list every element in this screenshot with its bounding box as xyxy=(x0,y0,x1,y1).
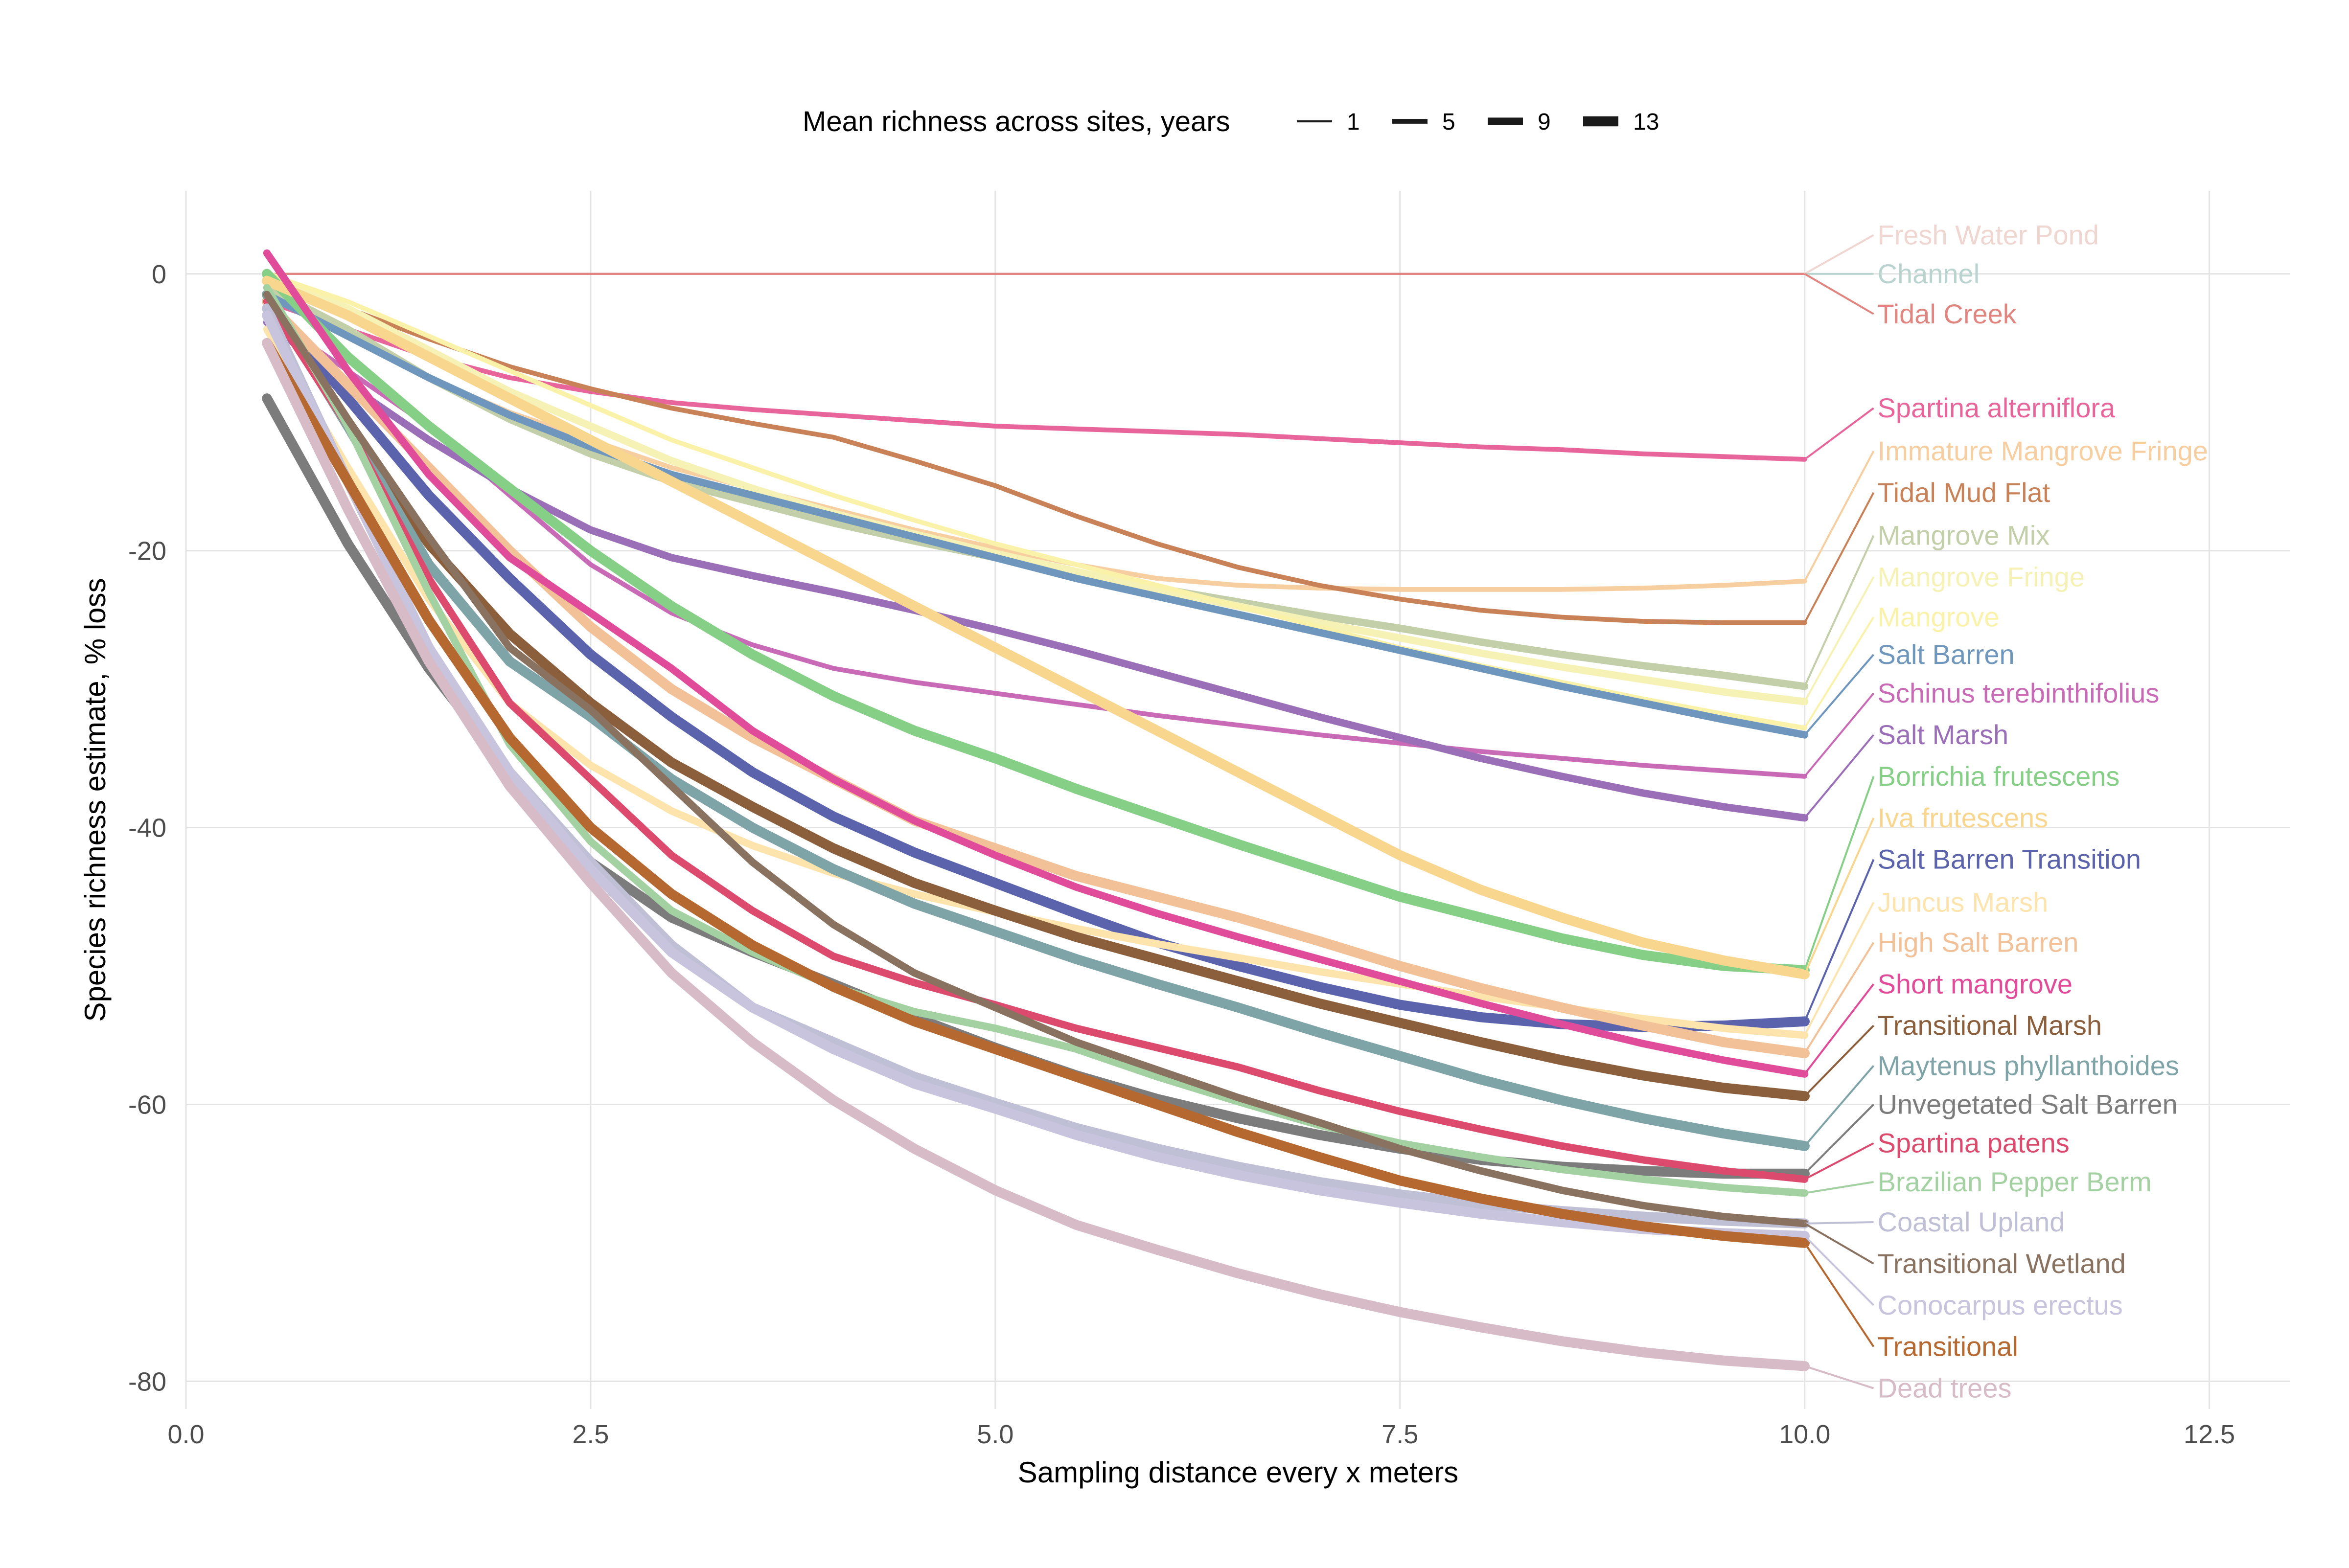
series-line-12 xyxy=(262,269,1810,976)
series-label-connector xyxy=(1804,692,1875,777)
y-tick-label: -20 xyxy=(128,537,166,566)
x-tick-label: 5.0 xyxy=(977,1420,1013,1449)
series-line-22 xyxy=(263,284,1809,1197)
series-label-connector xyxy=(1804,1104,1874,1175)
series-label-connector xyxy=(1803,576,1875,703)
x-tick-label: 10.0 xyxy=(1779,1420,1830,1449)
series-line-26 xyxy=(262,338,1810,1248)
series-label: Salt Marsh xyxy=(1878,719,2009,750)
series-label: Conocarpus erectus xyxy=(1878,1290,2123,1320)
series-line-9 xyxy=(263,291,1809,739)
series-label-connector xyxy=(1804,1024,1874,1097)
axes: 0.0 2.5 5.0 7.5 10.0 12.5 0 -20 -40 -60 -80 xyxy=(128,260,2235,1449)
series-label-connector xyxy=(1804,1223,1874,1265)
series-label: Brazilian Pepper Berm xyxy=(1878,1166,2152,1197)
series-label-connector xyxy=(1804,1365,1874,1389)
series-label: Tidal Creek xyxy=(1878,298,2017,329)
series-label-connector xyxy=(1803,535,1875,687)
series-label: Spartina alterniflora xyxy=(1878,392,2116,423)
series-line-13 xyxy=(262,275,1810,979)
series-line-18 xyxy=(262,289,1810,1101)
series-label-connector xyxy=(1804,407,1874,460)
series-label: Salt Barren xyxy=(1878,639,2015,670)
series-label-connector xyxy=(1804,1142,1874,1181)
series-label: High Salt Barren xyxy=(1878,927,2079,957)
series-label: Mangrove Mix xyxy=(1878,520,2050,551)
y-tick-label: -60 xyxy=(128,1091,166,1120)
series-lines xyxy=(262,249,1810,1371)
series-label-connector xyxy=(1804,1235,1874,1306)
x-axis-title: Sampling distance every x meters xyxy=(1018,1456,1458,1489)
y-tick-label: -40 xyxy=(128,814,166,843)
series-labels: Fresh Water Pond Channel Tidal Creek Sparti… xyxy=(1803,220,2208,1404)
series-label: Unvegetated Salt Barren xyxy=(1878,1089,2178,1120)
series-line-27 xyxy=(262,338,1810,1371)
series-label-connector xyxy=(1803,776,1875,971)
series-label-connector xyxy=(1804,1181,1874,1194)
legend-key-label: 1 xyxy=(1347,109,1360,135)
series-label: Mangrove xyxy=(1878,602,2000,633)
series-label-connector xyxy=(1804,1221,1874,1225)
series-label: Transitional xyxy=(1878,1331,2018,1362)
series-label-connector xyxy=(1803,451,1875,582)
legend-key-label: 9 xyxy=(1538,109,1551,135)
series-line-7 xyxy=(263,270,1809,705)
series-label-connector xyxy=(1803,817,1875,975)
y-tick-label: 0 xyxy=(152,260,166,289)
x-tick-label: 7.5 xyxy=(1382,1420,1418,1449)
series-label: Juncus Marsh xyxy=(1878,886,2049,917)
series-label: Transitional Marsh xyxy=(1878,1010,2102,1041)
series-line-5 xyxy=(264,278,1807,625)
series-label: Iva frutescens xyxy=(1878,802,2049,833)
x-tick-label: 0.0 xyxy=(167,1420,204,1449)
series-label: Channel xyxy=(1878,258,1980,289)
series-label-connector xyxy=(1804,1065,1875,1147)
series-label-connector xyxy=(1803,616,1875,728)
series-label-connector xyxy=(1803,902,1875,1036)
series-label-connector xyxy=(1804,234,1874,275)
series-label: Mangrove Fringe xyxy=(1878,561,2085,592)
series-label: Maytenus phyllanthoides xyxy=(1878,1050,2179,1081)
series-line-25 xyxy=(262,310,1810,1241)
series-label: Dead trees xyxy=(1878,1373,2012,1404)
series-label-connector xyxy=(1804,273,1874,315)
series-label-connector xyxy=(1804,983,1875,1075)
series-label: Spartina patens xyxy=(1878,1128,2070,1159)
series-line-17 xyxy=(263,249,1809,1078)
series-label-connector xyxy=(1803,942,1875,1054)
series-line-3 xyxy=(264,299,1807,462)
series-line-10 xyxy=(264,313,1807,779)
series-label: Coastal Upland xyxy=(1878,1206,2065,1237)
series-label: Tidal Mud Flat xyxy=(1878,477,2050,508)
series-label-connector xyxy=(1804,654,1875,736)
series-label: Fresh Water Pond xyxy=(1878,220,2099,250)
y-tick-label: -80 xyxy=(128,1367,166,1396)
series-label: Transitional Wetland xyxy=(1878,1248,2126,1279)
legend: Mean richness across sites, years 1 5 9 13 xyxy=(803,106,1659,137)
legend-key-label: 5 xyxy=(1442,109,1455,135)
series-line-24 xyxy=(263,291,1809,1227)
legend-key-label: 13 xyxy=(1633,109,1659,135)
legend-title: Mean richness across sites, years xyxy=(803,106,1230,137)
series-label: Immature Mangrove Fringe xyxy=(1878,435,2208,466)
series-line-21 xyxy=(263,297,1809,1183)
series-label: Salt Barren Transition xyxy=(1878,844,2141,875)
series-label-connector xyxy=(1804,1242,1875,1347)
series-line-8 xyxy=(264,271,1807,730)
series-label-connector xyxy=(1803,492,1875,623)
x-tick-label: 2.5 xyxy=(572,1420,609,1449)
series-line-19 xyxy=(262,289,1810,1151)
series-label: Borrichia frutescens xyxy=(1878,761,2120,792)
x-tick-label: 12.5 xyxy=(2184,1420,2235,1449)
y-axis-title: Species richness estimate, % loss xyxy=(79,578,112,1022)
series-label-connector xyxy=(1804,734,1875,819)
series-label-connector xyxy=(1803,859,1875,1022)
series-label: Schinus terebinthifolius xyxy=(1878,678,2160,708)
series-label: Short mangrove xyxy=(1878,968,2073,999)
